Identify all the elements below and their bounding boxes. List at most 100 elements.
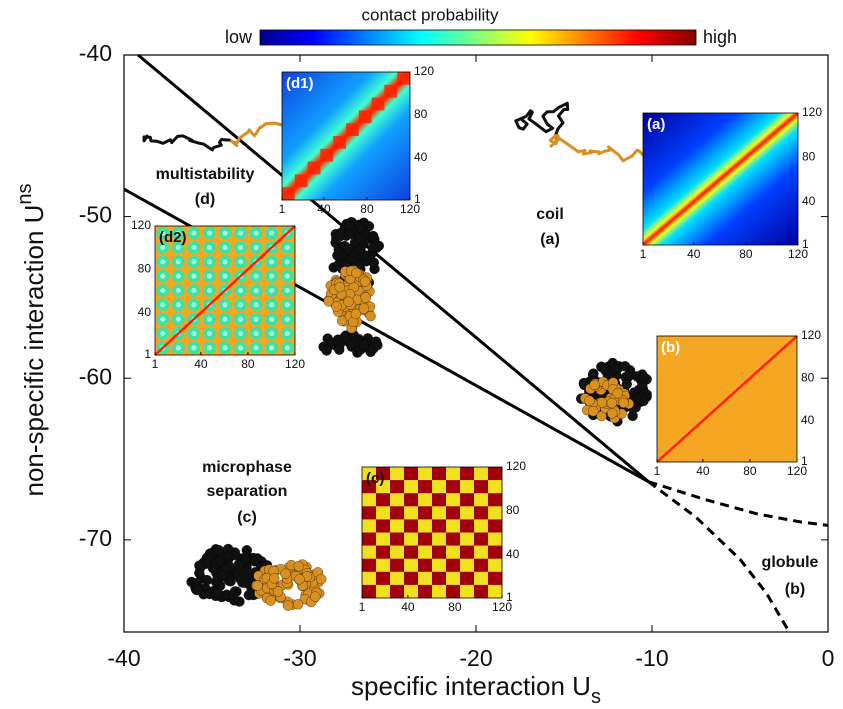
polymer-bead [252,580,263,591]
heatmap-cell [390,532,405,546]
heatmap-cell [488,480,503,494]
heatmap-cell [390,467,405,481]
polymer-bead [293,561,304,572]
heatmap-cell [432,493,447,507]
heatmap-cell [418,506,433,520]
inset-x-tick-label: 40 [194,357,208,371]
heatmap-cell [418,584,433,599]
polymer-bead [360,292,371,303]
inset-label: (d2) [159,229,187,246]
inset-y-tick-label: 1 [414,192,421,206]
heatmap-cell [474,480,489,494]
heatmap-cell [474,584,489,599]
heatmap-cell [390,493,405,507]
inset-x-tick-label: 120 [285,357,305,371]
polymer-bead [334,344,345,355]
heatmap-cell [222,259,228,265]
phase-boundary [648,480,829,527]
heatmap-cell [269,230,275,236]
polymer-bead [612,388,623,399]
heatmap-cell [432,558,447,573]
polymer-bead [310,591,321,602]
polymer-bead [589,379,600,391]
heatmap-cell [474,506,489,520]
inset-x-tick-label: 80 [360,202,374,216]
inset-y-tick-label: 80 [414,107,428,121]
heatmap-cell [206,316,212,322]
heatmap-cell [488,584,503,599]
heatmap-cell [238,287,244,294]
heatmap-cell [206,244,212,251]
inset-x-tick-label: 40 [401,600,415,614]
polymer-bead [606,397,618,409]
heatmap-cell [320,148,334,162]
polymer-bead [621,378,632,390]
polymer-bead [280,568,291,579]
inset-frame [281,71,411,201]
heatmap-cell [362,493,377,507]
inset-y-tick-label: 80 [801,371,815,385]
heatmap-cell [460,532,475,546]
polymer-bead [584,395,595,406]
heatmap-cell [175,230,181,236]
heatmap-cell [460,545,475,559]
heatmap-cell [307,161,321,175]
heatmap-cell [474,532,489,546]
polymer-bead [354,245,365,256]
inset-x-tick-label: 1 [359,600,366,614]
heatmap-cell [284,316,290,322]
x-tick-label: -10 [635,645,668,671]
polymer-bead [223,543,234,555]
heatmap-cell [160,259,166,265]
heatmap-cell [191,330,197,337]
polymer-bead [251,554,262,565]
heatmap-cell [474,493,489,507]
heatmap-cell [362,584,377,599]
heatmap-cell [191,273,197,279]
polymer-bead [269,573,280,584]
inset-frame [656,335,798,463]
inset-x-tick-label: 120 [787,464,807,478]
polymer-bead [638,372,650,383]
annotation: coil [536,206,564,223]
polymer-bead [588,406,599,417]
heatmap-cell [284,330,290,337]
heatmap-cell [446,506,461,520]
inset-y-tick-label: 40 [506,547,520,561]
heatmap-cell [160,273,166,279]
heatmap-cell [238,316,244,322]
heatmap-cell [206,287,212,294]
heatmap-cell [488,571,503,586]
heatmap-cell [404,584,419,599]
heatmap-cell [222,330,228,337]
heatmap-cell [418,519,433,533]
heatmap-cell [191,230,197,236]
inset-y-tick-label: 40 [801,413,815,427]
polymer-bead [217,570,228,581]
polymer-bead [367,242,378,253]
polymer-bead [272,586,284,597]
heatmap-cell [222,345,228,351]
heatmap-cell [222,230,228,236]
polymer-bead [350,308,362,320]
phase-boundary [137,53,650,483]
heatmap-cell [284,345,290,351]
heatmap-cell [362,506,377,520]
heatmap-cell [376,519,391,533]
heatmap-cell [376,558,391,573]
inset-y-tick-label: 80 [802,150,816,164]
heatmap-cell [404,532,419,546]
heatmap-cell [160,330,166,337]
heatmap-cell [488,558,503,573]
polymer-bead [359,276,371,287]
polymer-bead [607,408,618,419]
y-tick-label: -60 [79,363,112,389]
polymer-bead [618,397,629,409]
heatmap-cell [446,493,461,507]
heatmap-cell [191,259,197,265]
polymer-bead [343,243,354,254]
heatmap-cell [206,230,212,236]
heatmap-cell [418,571,433,586]
y-axis-label-text: non-specific interaction U [19,205,49,497]
